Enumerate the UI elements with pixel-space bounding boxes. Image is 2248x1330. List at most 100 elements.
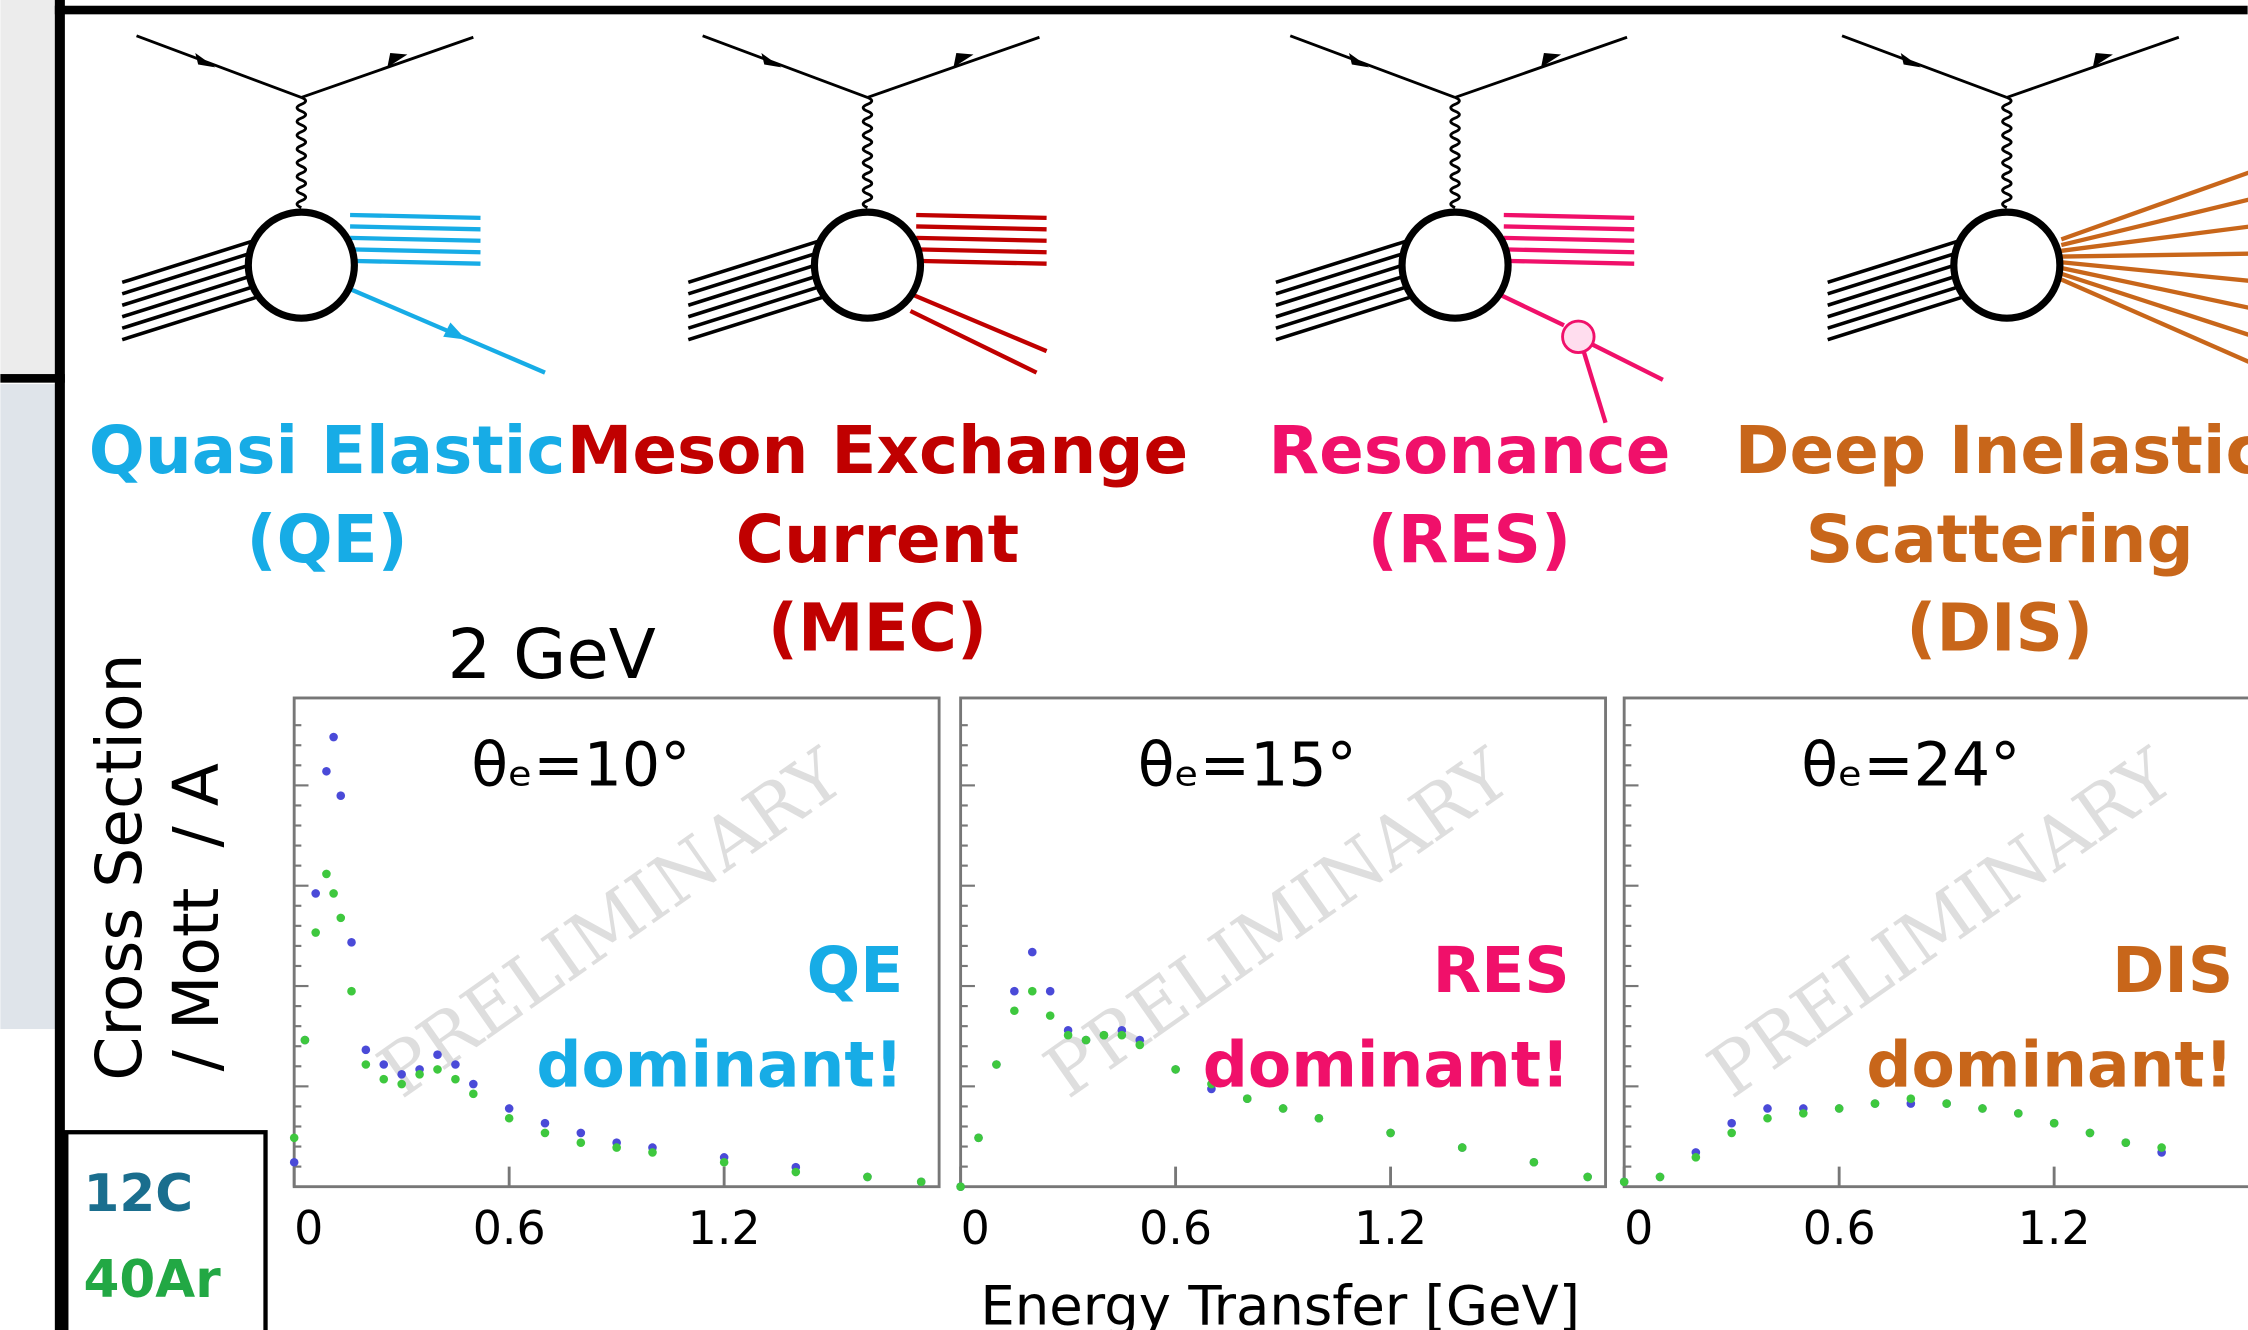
diagram-line (1503, 235, 1635, 243)
left-panel (0, 384, 58, 1030)
point (379, 1074, 389, 1084)
x-tick-label: 0 (961, 1201, 990, 1255)
diagram-line (2006, 35, 2180, 99)
diagram-line (343, 284, 546, 375)
diagram-line (121, 249, 259, 296)
nucleus (1950, 208, 2064, 322)
arrow (2092, 53, 2113, 68)
nucleus (1398, 208, 1512, 322)
diagram-line (2060, 170, 2248, 242)
diagram-line (1275, 249, 1413, 296)
diagram-line (687, 237, 826, 285)
point (1799, 1109, 1808, 1118)
point (336, 913, 346, 923)
diagram-line (2060, 277, 2248, 364)
point (1063, 1030, 1073, 1040)
point (2085, 1128, 2095, 1138)
nucleus (810, 208, 925, 322)
diagram-line (1503, 247, 1635, 255)
point (1870, 1099, 1880, 1108)
point (329, 732, 338, 742)
diagram-line (1503, 212, 1635, 220)
diagram-line (687, 294, 826, 342)
point (1010, 1006, 1019, 1016)
point (469, 1089, 478, 1099)
point (2049, 1118, 2059, 1128)
point (1314, 1113, 1324, 1123)
point (361, 1060, 371, 1069)
plot-frame (1622, 696, 2248, 1189)
point (1727, 1118, 1736, 1128)
diagram-line (350, 235, 481, 243)
process-label: (DIS) (1906, 590, 2093, 667)
diagram-line (1827, 272, 1965, 319)
diagram-line (1503, 258, 1635, 266)
diagram-line (687, 283, 826, 330)
diagram-line (350, 247, 481, 255)
diagram-line (121, 294, 259, 342)
x-tick-label: 0.6 (473, 1201, 546, 1255)
process-label: (QE) (246, 501, 407, 578)
diagram-line (300, 35, 474, 99)
arrow (1900, 53, 1921, 68)
callout: DIS (2112, 933, 2233, 1007)
diagram-line (916, 224, 1047, 232)
callout: RES (1433, 933, 1570, 1007)
nucleus (244, 208, 358, 322)
arrow (761, 53, 782, 68)
point (1117, 1030, 1127, 1040)
point (1135, 1040, 1145, 1050)
callout: QE (807, 933, 904, 1007)
legend-label: 12C (84, 1164, 194, 1224)
callout: dominant! (1866, 1027, 2233, 1101)
point (397, 1069, 406, 1079)
angle-label: θₑ=24° (1801, 730, 2020, 800)
series (1619, 1094, 2166, 1187)
point (2121, 1138, 2131, 1147)
point (451, 1074, 460, 1084)
frame (54, 0, 65, 1330)
x-tick-label: 0.6 (1803, 1201, 1876, 1255)
point (540, 1118, 550, 1128)
y-axis-label: / Mott / A (159, 763, 233, 1071)
diagram-line (916, 212, 1047, 220)
diagram-line (350, 212, 481, 220)
diagram-line (1275, 294, 1413, 342)
point (433, 1050, 442, 1060)
point (1619, 1177, 1629, 1187)
diagram-line (916, 247, 1047, 255)
diagram-line (136, 34, 302, 99)
diagram-line (1827, 294, 1965, 342)
arrow (1349, 53, 1370, 68)
diagram-line (1275, 260, 1413, 307)
point (2157, 1143, 2166, 1152)
point (1045, 986, 1055, 996)
process-label: (RES) (1368, 501, 1571, 578)
diagram-line (2061, 251, 2248, 259)
diagram-line (1454, 35, 1628, 99)
diagram-line (687, 272, 826, 319)
x-tick-label: 1.2 (688, 1201, 761, 1255)
angle-label: θₑ=10° (471, 730, 690, 800)
point (1242, 1094, 1252, 1104)
point (1763, 1104, 1772, 1113)
frame (54, 5, 2248, 15)
series (289, 869, 926, 1187)
diagram-line (2061, 260, 2248, 283)
process-label: (MEC) (768, 590, 987, 667)
process-label: Deep Inelastic (1735, 412, 2248, 489)
point (347, 986, 356, 996)
diagram-line (2061, 224, 2248, 253)
point (1906, 1094, 1916, 1104)
point (300, 1035, 310, 1045)
point (504, 1113, 514, 1123)
point (1027, 986, 1037, 996)
callout: dominant! (1203, 1027, 1570, 1101)
point (329, 889, 338, 898)
point (576, 1138, 586, 1147)
x-axis-label: Energy Transfer [GeV] (980, 1273, 1580, 1330)
point (612, 1143, 621, 1152)
diagram-line (2060, 197, 2248, 248)
